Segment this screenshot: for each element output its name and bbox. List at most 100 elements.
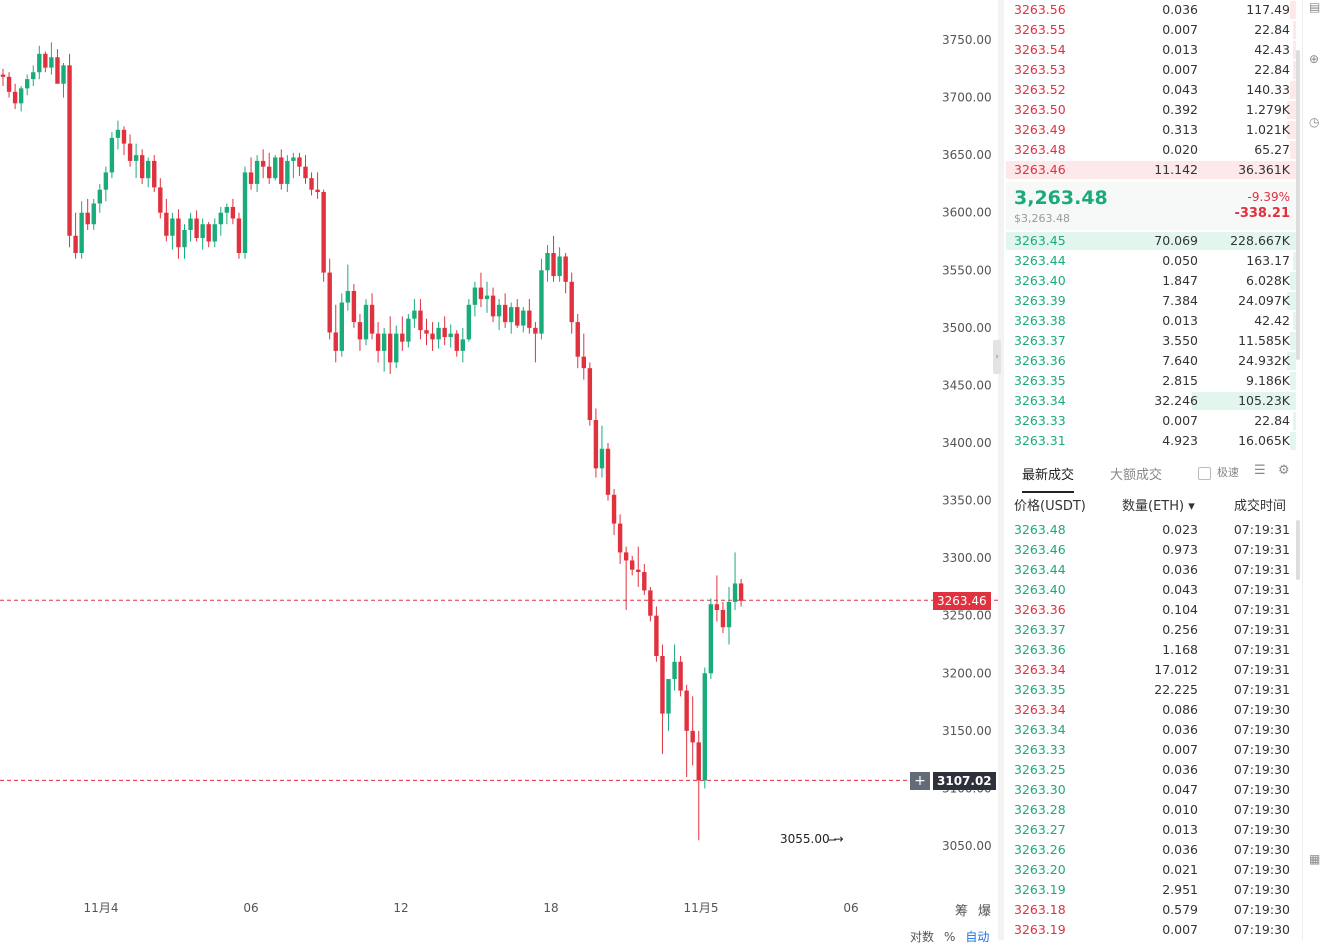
gamepad-icon[interactable]: ⊕	[1309, 52, 1320, 66]
trades-scrollbar[interactable]	[1296, 520, 1300, 580]
x-tick-label: 12	[393, 901, 408, 915]
row-qty: 0.050	[1162, 253, 1198, 268]
trade-price: 3263.46	[1014, 542, 1066, 557]
candle-body	[527, 310, 532, 328]
candle-body	[357, 322, 363, 340]
clock-icon[interactable]: ◷	[1309, 115, 1320, 129]
trade-price: 3263.48	[1014, 522, 1066, 537]
order-book-row[interactable]: 3263.49 0.313 1.021K	[1006, 120, 1296, 140]
y-tick-label: 3550.00	[942, 263, 992, 277]
order-book-row[interactable]: 3263.31 4.923 16.065K	[1006, 431, 1296, 451]
candle-body	[121, 129, 127, 144]
trade-qty: 0.010	[1162, 802, 1198, 817]
candle-body	[454, 333, 459, 351]
speed-toggle[interactable]: 极速	[1198, 464, 1239, 480]
order-book-row[interactable]: 3263.39 7.384 24.097K	[1006, 291, 1296, 311]
header-time: 成交时间	[1234, 499, 1287, 514]
candle-body	[55, 57, 60, 84]
panel-splitter[interactable]	[998, 0, 1004, 940]
candle-body	[630, 560, 635, 570]
candle-body	[97, 189, 102, 204]
candle-body	[726, 601, 732, 628]
candle-body	[212, 224, 217, 242]
order-book-row[interactable]: 3263.34 32.246 105.23K	[1006, 391, 1296, 411]
row-price: 3263.38	[1014, 313, 1066, 328]
liquidation-tool[interactable]: 爆	[978, 904, 992, 919]
depth-bar	[1290, 332, 1296, 350]
crosshair-plus-icon[interactable]: +	[910, 772, 930, 790]
candle-body	[466, 304, 472, 340]
percent-scale-toggle[interactable]: %	[944, 930, 956, 944]
candle-body	[690, 730, 695, 743]
candle-body	[115, 129, 121, 138]
row-total: 42.42	[1254, 313, 1290, 328]
candle-body	[297, 157, 302, 167]
chip-tool[interactable]: 筹	[955, 904, 969, 919]
last-price: 3,263.48	[1014, 187, 1108, 209]
depth-bar	[1287, 352, 1296, 370]
row-price: 3263.46	[1014, 162, 1066, 177]
order-book-scrollbar[interactable]	[1296, 50, 1300, 360]
row-qty: 32.246	[1154, 393, 1198, 408]
auto-scale-toggle[interactable]: 自动	[965, 930, 990, 944]
calculator-icon[interactable]: ▦	[1309, 852, 1321, 866]
candle-body	[394, 333, 399, 363]
document-icon[interactable]: ▤	[1309, 0, 1321, 14]
settings-icon[interactable]: ⚙	[1278, 463, 1290, 478]
order-book-row[interactable]: 3263.56 0.036 117.49	[1006, 0, 1296, 20]
scale-tools[interactable]: 对数% 自动	[910, 928, 989, 945]
trade-qty: 0.036	[1162, 842, 1198, 857]
order-book-row[interactable]: 3263.33 0.007 22.84	[1006, 411, 1296, 431]
order-book-row[interactable]: 3263.44 0.050 163.17	[1006, 251, 1296, 271]
collapse-handle-icon[interactable]: ›	[993, 340, 1001, 374]
order-book-row[interactable]: 3263.35 2.815 9.186K	[1006, 371, 1296, 391]
candle-body	[321, 191, 326, 273]
chart-canvas[interactable]: 3750.00 3700.00 3650.00 3600.00 3550.00 3500.…	[0, 0, 998, 940]
row-price: 3263.36	[1014, 353, 1066, 368]
row-qty: 0.020	[1162, 142, 1198, 157]
candle-body	[617, 523, 623, 553]
order-book-row[interactable]: 3263.40 1.847 6.028K	[1006, 271, 1296, 291]
candlestick-chart[interactable]: 3750.00 3700.00 3650.00 3600.00 3550.00 3500.…	[0, 0, 998, 944]
candle-body	[369, 304, 375, 334]
order-book-row[interactable]: 3263.54 0.013 42.43	[1006, 40, 1296, 60]
tab-latest-trades[interactable]: 最新成交	[1022, 464, 1075, 493]
filter-icon[interactable]: ☰	[1254, 463, 1266, 478]
candle-body	[18, 88, 24, 104]
y-tick-label: 3150.00	[942, 724, 992, 738]
candle-body	[236, 218, 242, 254]
trade-price: 3263.36	[1014, 602, 1066, 617]
order-book-row[interactable]: 3263.50 0.392 1.279K	[1006, 100, 1296, 120]
order-book-row[interactable]: 3263.36 7.640 24.932K	[1006, 351, 1296, 371]
order-book-row[interactable]: 3263.38 0.013 42.42	[1006, 311, 1296, 331]
trade-qty: 0.007	[1162, 922, 1198, 937]
trade-time: 07:19:30	[1233, 802, 1290, 817]
order-book-row[interactable]: 3263.45 70.069 228.667K	[1006, 231, 1296, 251]
candle-body	[575, 322, 580, 357]
row-qty: 2.815	[1162, 373, 1198, 388]
candle-body	[521, 310, 526, 326]
order-book-row[interactable]: 3263.48 0.020 65.27	[1006, 140, 1296, 160]
order-book-row[interactable]: 3263.37 3.550 11.585K	[1006, 331, 1296, 351]
order-book-row[interactable]: 3263.46 11.142 36.361K	[1006, 160, 1296, 180]
order-book-row[interactable]: 3263.52 0.043 140.33	[1006, 80, 1296, 100]
trade-time: 07:19:30	[1233, 722, 1290, 737]
header-qty[interactable]: 数量(ETH) ▾	[1122, 499, 1195, 514]
trade-time: 07:19:30	[1233, 882, 1290, 897]
row-total: 65.27	[1254, 142, 1290, 157]
tab-large-trades[interactable]: 大额成交	[1110, 468, 1163, 483]
trade-qty: 0.007	[1162, 742, 1198, 757]
chart-side-tools[interactable]: 筹爆	[955, 900, 991, 919]
candle-body	[285, 160, 290, 184]
log-scale-toggle[interactable]: 对数	[910, 930, 935, 944]
order-book-row[interactable]: 3263.55 0.007 22.84	[1006, 20, 1296, 40]
order-book-row[interactable]: 3263.53 0.007 22.84	[1006, 60, 1296, 80]
row-qty: 1.847	[1162, 273, 1198, 288]
depth-bar	[1293, 412, 1296, 430]
candle-body	[133, 155, 139, 161]
candle-body	[224, 206, 230, 213]
trade-qty: 0.047	[1162, 782, 1198, 797]
candle-body	[230, 206, 236, 219]
candle-body	[424, 330, 429, 334]
speed-checkbox[interactable]	[1198, 466, 1211, 480]
